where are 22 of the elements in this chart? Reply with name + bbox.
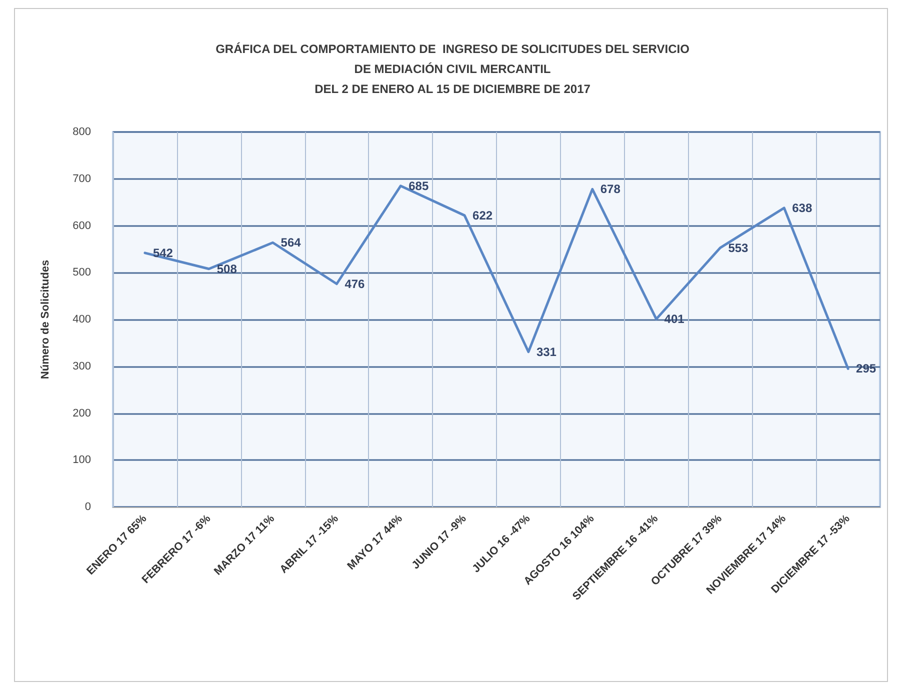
y-tick-label: 400 (72, 314, 91, 326)
data-label: 638 (792, 200, 812, 215)
data-label: 476 (344, 276, 366, 291)
y-tick-label: 200 (72, 407, 91, 420)
data-label: 622 (472, 208, 493, 222)
data-label: 508 (216, 262, 238, 276)
y-tick-label: 700 (72, 172, 91, 185)
y-tick-label: 0 (84, 501, 91, 513)
data-label: 542 (152, 246, 174, 260)
y-tick-label: 300 (72, 360, 91, 372)
y-tick-label: 100 (72, 454, 91, 466)
y-axis-title: Número de Solicitudes (40, 260, 52, 380)
chart-subtitle: DEL 2 DE ENERO AL 15 DE DICIEMBRE DE 2017 (314, 82, 591, 96)
data-label: 553 (728, 240, 749, 255)
data-label: 678 (600, 182, 621, 196)
y-tick-label: 600 (72, 220, 91, 232)
chart-title: GRÁFICA DEL COMPORTAMIENTO DE INGRESO DE SOLICITUDES DEL SERVICIO DE MEDIACIÓN CIVIL MERCANTIL (216, 42, 690, 76)
y-tick-label: 500 (72, 266, 91, 279)
data-label: 331 (536, 344, 557, 359)
data-label: 564 (280, 236, 302, 250)
y-tick-label: 800 (72, 126, 91, 138)
data-label: 685 (408, 178, 429, 193)
